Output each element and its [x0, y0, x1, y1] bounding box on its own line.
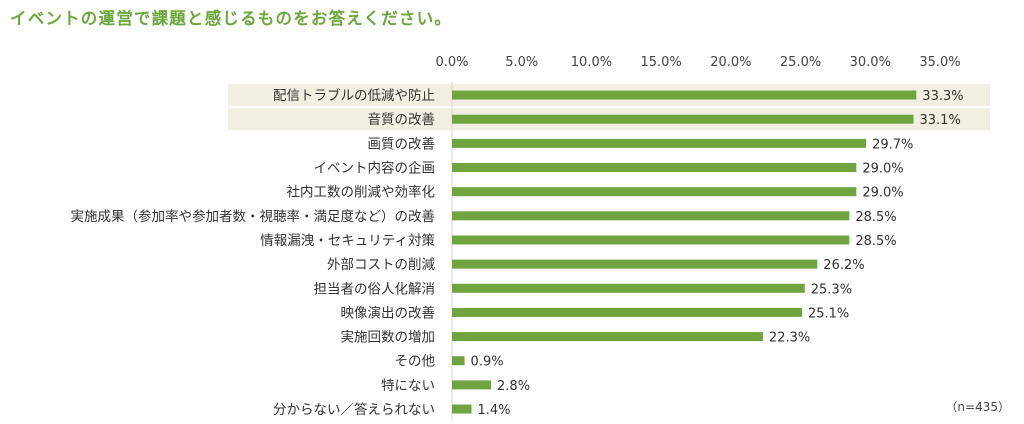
value-label: 29.0%	[862, 162, 903, 177]
bar	[452, 380, 492, 390]
category-label: 配信トラブルの低減や防止	[273, 87, 435, 104]
value-label: 1.4%	[478, 403, 511, 418]
x-tick-label: 30.0%	[850, 55, 891, 70]
category-label: イベント内容の企画	[314, 160, 436, 177]
x-tick-label: 10.0%	[571, 55, 612, 70]
value-label: 25.1%	[808, 306, 849, 321]
category-label: 実施成果（参加率や参加者数・視聴率・満足度など）の改善	[71, 208, 436, 225]
category-label: 分からない／答えられない	[273, 401, 435, 418]
chart-title: イベントの運営で課題と感じるものをお答えください。	[10, 9, 453, 28]
bar	[452, 235, 850, 245]
category-label: 画質の改善	[368, 136, 436, 152]
value-label: 0.9%	[471, 355, 504, 370]
value-label: 33.3%	[922, 89, 963, 104]
category-label: 情報漏洩・セキュリティ対策	[260, 232, 435, 249]
value-label: 26.2%	[823, 258, 864, 273]
bar	[452, 163, 857, 173]
bar	[452, 114, 914, 124]
value-label: 22.3%	[769, 331, 810, 346]
x-tick-label: 25.0%	[780, 55, 821, 70]
bar	[452, 332, 763, 342]
category-label: その他	[395, 354, 436, 370]
x-tick-label: 15.0%	[640, 55, 681, 70]
value-label: 28.5%	[855, 210, 896, 225]
bar	[452, 211, 850, 221]
bar	[452, 283, 805, 293]
value-label: 29.7%	[872, 137, 913, 152]
category-label: 社内工数の削減や効率化	[287, 184, 436, 201]
bar	[452, 138, 867, 148]
bar	[452, 90, 917, 100]
bar	[452, 307, 802, 317]
category-label: 担当者の俗人化解消	[314, 281, 436, 297]
x-tick-label: 20.0%	[710, 55, 751, 70]
x-tick-label: 35.0%	[919, 55, 960, 70]
sample-size-note: （n=435）	[945, 400, 1010, 414]
value-label: 28.5%	[855, 234, 896, 249]
value-label: 2.8%	[497, 379, 530, 394]
category-label: 特にない	[381, 378, 435, 394]
category-label: 外部コストの削減	[327, 256, 435, 273]
bar	[452, 404, 472, 414]
bar	[452, 187, 857, 197]
x-tick-label: 5.0%	[505, 55, 538, 70]
bar	[452, 259, 818, 269]
category-label: 音質の改善	[368, 111, 436, 128]
x-tick-label: 0.0%	[435, 55, 468, 70]
bar	[452, 356, 465, 366]
category-label: 実施回数の増加	[341, 330, 436, 346]
value-label: 29.0%	[862, 186, 903, 201]
category-label: 映像演出の改善	[341, 305, 436, 321]
value-label: 25.3%	[811, 282, 852, 297]
value-label: 33.1%	[920, 113, 961, 128]
